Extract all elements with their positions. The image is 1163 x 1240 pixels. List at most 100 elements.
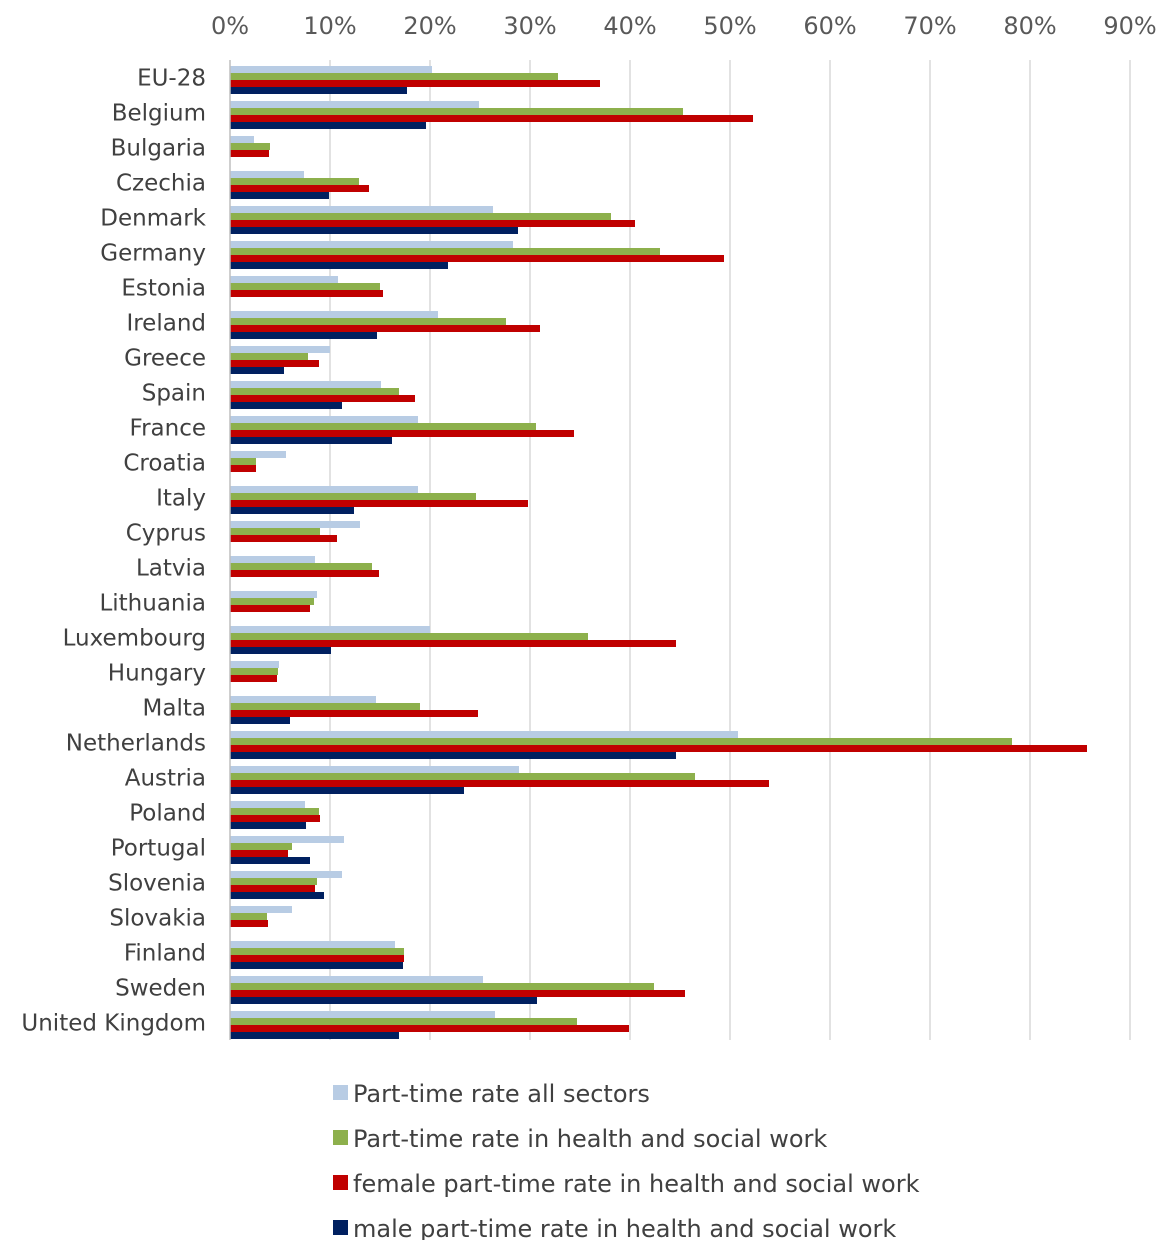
x-tick-label: 0% xyxy=(211,12,249,40)
bar xyxy=(230,1025,629,1032)
category-label: Ireland xyxy=(126,311,206,337)
bar xyxy=(230,80,600,87)
category-label: Luxembourg xyxy=(63,626,206,652)
bar xyxy=(230,955,404,962)
bar xyxy=(230,521,360,528)
x-tick-label: 60% xyxy=(803,12,856,40)
bar xyxy=(230,143,270,150)
bar xyxy=(230,717,290,724)
category-label: Hungary xyxy=(108,661,206,687)
bar xyxy=(230,402,342,409)
bar xyxy=(230,423,536,430)
category-label: Croatia xyxy=(123,451,206,477)
bar xyxy=(230,906,292,913)
bar xyxy=(230,381,381,388)
bar xyxy=(230,668,278,675)
bar xyxy=(230,591,317,598)
bar xyxy=(230,108,683,115)
bar xyxy=(230,563,372,570)
bar xyxy=(230,752,676,759)
bar xyxy=(230,276,338,283)
category-label: EU-28 xyxy=(137,66,206,92)
bar xyxy=(230,500,528,507)
legend: Part-time rate all sectors Part-time rate… xyxy=(333,1080,920,1240)
bar xyxy=(230,220,635,227)
bar xyxy=(230,640,676,647)
bar xyxy=(230,1032,399,1039)
bar xyxy=(230,213,611,220)
bar xyxy=(230,745,1087,752)
x-tick-label: 10% xyxy=(303,12,356,40)
bar xyxy=(230,948,404,955)
bar xyxy=(230,115,753,122)
bar xyxy=(230,850,288,857)
category-label: United Kingdom xyxy=(21,1011,206,1037)
x-tick-label: 20% xyxy=(403,12,456,40)
bar xyxy=(230,808,319,815)
bar xyxy=(230,857,310,864)
bar xyxy=(230,178,359,185)
bar xyxy=(230,696,376,703)
bar xyxy=(230,486,418,493)
legend-swatch xyxy=(333,1175,348,1190)
category-labels: EU-28 Belgium Bulgaria Czechia Denmark German… xyxy=(21,66,206,1037)
bar xyxy=(230,815,320,822)
bar xyxy=(230,535,337,542)
category-label: Estonia xyxy=(121,276,206,302)
category-label: Spain xyxy=(142,381,206,407)
bar xyxy=(230,661,279,668)
category-label: Lithuania xyxy=(99,591,206,617)
bar xyxy=(230,353,308,360)
bar xyxy=(230,311,438,318)
bar xyxy=(230,241,513,248)
x-tick-label: 70% xyxy=(903,12,956,40)
bar xyxy=(230,990,685,997)
category-label: Portugal xyxy=(111,836,206,862)
category-label: Slovakia xyxy=(109,906,206,932)
bar xyxy=(230,920,268,927)
x-tick-label: 80% xyxy=(1003,12,1056,40)
bar xyxy=(230,892,324,899)
bar xyxy=(230,262,448,269)
bar xyxy=(230,367,284,374)
bar xyxy=(230,836,344,843)
bar xyxy=(230,465,256,472)
bar xyxy=(230,318,506,325)
legend-label: Part-time rate all sectors xyxy=(353,1080,650,1108)
category-label: Denmark xyxy=(100,206,206,232)
bar xyxy=(230,87,407,94)
bar xyxy=(230,1018,577,1025)
bar xyxy=(230,633,588,640)
bars xyxy=(230,66,1087,1039)
legend-swatch xyxy=(333,1130,348,1145)
category-label: France xyxy=(130,416,206,442)
bar xyxy=(230,290,383,297)
bar xyxy=(230,738,1012,745)
bar xyxy=(230,1011,495,1018)
bar xyxy=(230,206,493,213)
category-label: Malta xyxy=(143,696,206,722)
bar xyxy=(230,395,415,402)
category-label: Czechia xyxy=(116,171,206,197)
category-label: Belgium xyxy=(112,101,206,127)
x-tick-label: 30% xyxy=(503,12,556,40)
bar xyxy=(230,458,256,465)
bar xyxy=(230,101,479,108)
category-label: Finland xyxy=(124,941,206,967)
bar xyxy=(230,332,377,339)
category-label: Poland xyxy=(129,801,206,827)
category-label: Greece xyxy=(124,346,206,372)
bar xyxy=(230,227,518,234)
category-label: Bulgaria xyxy=(111,136,206,162)
legend-swatch xyxy=(333,1085,348,1100)
bar xyxy=(230,248,660,255)
category-label: Sweden xyxy=(115,976,206,1002)
bar xyxy=(230,913,267,920)
legend-label: Part-time rate in health and social work xyxy=(353,1125,827,1153)
category-label: Slovenia xyxy=(108,871,206,897)
x-axis-tick-labels: 0% 10% 20% 30% 40% 50% 60% 70% 80% 90% xyxy=(211,12,1157,40)
bar xyxy=(230,122,426,129)
bar xyxy=(230,325,540,332)
bar xyxy=(230,360,319,367)
